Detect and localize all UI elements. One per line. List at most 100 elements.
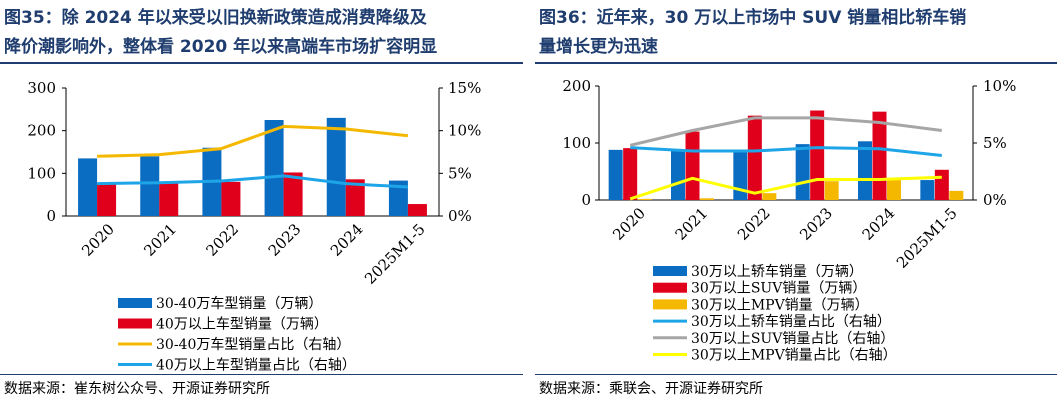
legend-swatch xyxy=(118,318,152,329)
right-tick-label: 10% xyxy=(983,77,1016,95)
bar xyxy=(221,181,241,216)
line-series xyxy=(629,175,942,201)
bar xyxy=(283,172,303,216)
bar-series xyxy=(97,172,427,216)
left-tick-label: 0 xyxy=(581,191,591,209)
right-tick-label: 5% xyxy=(448,164,472,182)
left-tick-label: 100 xyxy=(562,134,591,152)
legend-label: 30万以上轿车销量（万辆） xyxy=(691,263,863,280)
bar xyxy=(159,182,179,216)
source-divider xyxy=(0,374,523,375)
legend-item: 30万以上SUV销量（万辆） xyxy=(653,281,866,297)
legend-label: 40万以上车型销量占比（右轴） xyxy=(156,357,356,374)
category-label: 2023 xyxy=(796,204,836,244)
bar xyxy=(608,149,623,200)
figure-title-line-1: 图35：除 2024 年以来受以旧换新政策造成消费降级及 xyxy=(4,8,427,28)
legend-item: 30万以上轿车销量（万辆） xyxy=(653,263,863,280)
source-divider xyxy=(535,374,1057,375)
legend-item: 30万以上MPV销量占比（右轴） xyxy=(653,348,897,364)
bar xyxy=(762,193,777,200)
legend-label: 30-40万车型销量（万辆） xyxy=(156,295,322,312)
legend-item: 40万以上车型销量（万辆） xyxy=(118,316,328,333)
figure-title-line-1: 图36：近年来，30 万以上市场中 SUV 销量相比轿车销 xyxy=(539,8,967,28)
source-note: 数据来源：乘联会、开源证券研究所 xyxy=(539,381,763,397)
right-tick-label: 5% xyxy=(983,134,1007,152)
bar xyxy=(671,150,685,200)
chart-36: 0 100 200 0% 5% 10% 2020 2021 2022 2023 20242025M1… xyxy=(562,77,1016,364)
legend-label: 30万以上MPV销量占比（右轴） xyxy=(691,348,897,364)
bar xyxy=(97,184,117,216)
figure-title: 图36：近年来，30 万以上市场中 SUV 销量相比轿车销 量增长更为迅速 xyxy=(539,4,1051,62)
legend-label: 30万以上MPV销量（万辆） xyxy=(691,297,869,313)
bar xyxy=(637,198,652,200)
legend-item: 30万以上SUV销量占比（右轴） xyxy=(653,331,894,347)
bar-series xyxy=(608,141,935,200)
bar xyxy=(810,110,825,200)
legend-item: 30万以上轿车销量占比（右轴） xyxy=(653,313,891,330)
legend-label: 30万以上SUV销量（万辆） xyxy=(691,281,866,297)
right-tick-label: 0% xyxy=(448,207,472,225)
legend-swatch xyxy=(118,298,152,308)
category-label: 2023 xyxy=(265,220,305,260)
line-series xyxy=(97,174,408,189)
title-divider xyxy=(535,62,1057,64)
bar xyxy=(78,158,98,216)
source-note: 数据来源：崔东树公众号、开源证券研究所 xyxy=(4,381,270,397)
bar-series xyxy=(637,178,964,200)
bar xyxy=(824,181,839,200)
bar xyxy=(858,141,872,200)
chart-35: 0 100 200 300 0% 5% 10% 15% 2020 2021 2022 2023 2024… xyxy=(27,79,481,374)
bar xyxy=(747,115,762,200)
figure-35: 图35：除 2024 年以来受以旧换新政策造成消费降级及 降价潮影响外，整体看 … xyxy=(0,0,523,405)
category-label: 2020 xyxy=(78,220,118,260)
axes: 0 100 200 300 0% 5% 10% 15% xyxy=(27,79,481,225)
line-series xyxy=(629,116,942,147)
line-series xyxy=(630,146,942,157)
title-divider xyxy=(0,62,523,64)
figure-36: 图36：近年来，30 万以上市场中 SUV 销量相比轿车销 量增长更为迅速 0 1… xyxy=(535,0,1057,405)
bar xyxy=(326,117,346,216)
left-tick-label: 200 xyxy=(27,122,56,140)
bar xyxy=(700,198,714,200)
legend-item: 40万以上车型销量占比（右轴） xyxy=(118,357,356,374)
category-label: 2024 xyxy=(859,204,899,244)
bar xyxy=(920,180,935,200)
bar xyxy=(388,180,408,216)
figure-title: 图35：除 2024 年以来受以旧换新政策造成消费降级及 降价潮影响外，整体看 … xyxy=(4,4,516,62)
bar xyxy=(140,156,160,216)
category-label: 2024 xyxy=(327,220,367,260)
category-label: 2021 xyxy=(140,220,180,260)
bar xyxy=(264,120,284,216)
bar xyxy=(887,178,901,200)
right-tick-label: 10% xyxy=(448,122,481,140)
category-label: 2022 xyxy=(734,204,774,244)
category-label: 2020 xyxy=(609,204,649,244)
left-tick-label: 300 xyxy=(27,79,56,97)
right-tick-label: 15% xyxy=(448,79,481,97)
legend-label: 30万以上轿车销量占比（右轴） xyxy=(691,313,891,330)
bar xyxy=(733,150,748,200)
axes: 0 100 200 0% 5% 10% xyxy=(562,77,1016,209)
bar xyxy=(949,190,964,200)
left-tick-label: 0 xyxy=(46,207,56,225)
category-label: 2022 xyxy=(203,220,243,260)
category-label: 2025M1-5 xyxy=(893,204,961,272)
figure-title-line-2: 量增长更为迅速 xyxy=(539,37,658,57)
line-series xyxy=(97,124,409,158)
figure-title-line-2: 降价潮影响外，整体看 2020 年以来高端车市场扩容明显 xyxy=(4,37,438,57)
bar xyxy=(795,144,810,200)
legend-label: 40万以上车型销量（万辆） xyxy=(156,316,328,333)
left-tick-label: 200 xyxy=(562,77,591,95)
right-tick-label: 0% xyxy=(983,191,1007,209)
category-label: 2025M1-5 xyxy=(361,220,429,288)
legend-swatch xyxy=(653,282,687,293)
legend-label: 30万以上SUV销量占比（右轴） xyxy=(691,331,894,347)
bar xyxy=(934,169,949,200)
legend: 30万以上轿车销量（万辆）30万以上SUV销量（万辆）30万以上MPV销量（万辆… xyxy=(653,263,897,364)
legend-swatch xyxy=(653,266,687,276)
legend-item: 30-40万车型销量（万辆） xyxy=(118,295,322,312)
left-tick-label: 100 xyxy=(27,164,56,182)
bar-series xyxy=(78,117,408,216)
bar xyxy=(685,131,700,200)
legend-label: 30-40万车型销量占比（右轴） xyxy=(156,336,350,353)
